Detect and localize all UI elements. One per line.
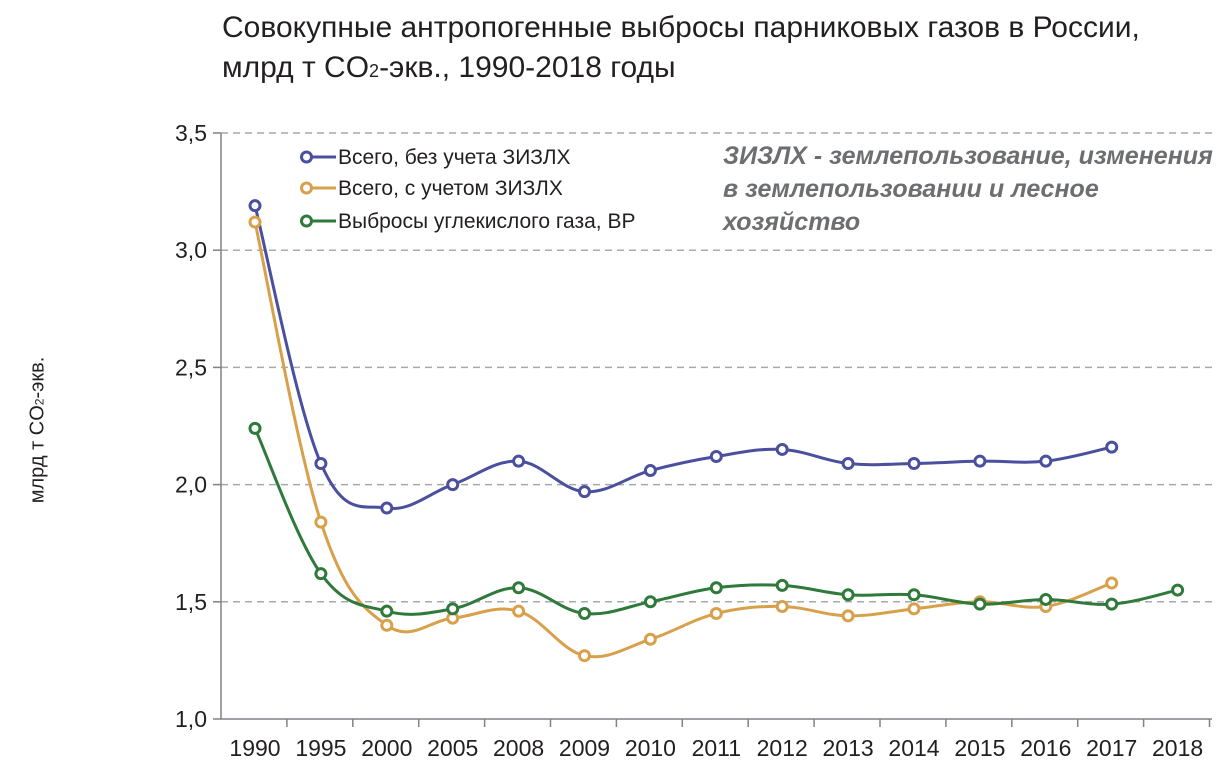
- y-tick-label: 1,5: [175, 589, 207, 615]
- series-1-point: [578, 485, 591, 499]
- y-tick-label: 3,5: [175, 120, 207, 146]
- abbreviation-note: ЗИЗЛХ - землепользование, изменения в зе…: [723, 142, 1213, 236]
- chart-title: Совокупные антропогенные выбросы парнико…: [222, 8, 1222, 91]
- legend-label-2: Всего, с учетом ЗИЗЛХ: [338, 177, 563, 200]
- series-2-point: [248, 215, 262, 229]
- series-2-point: [380, 618, 394, 632]
- series-2-point: [841, 609, 855, 623]
- series-3-point: [841, 588, 855, 602]
- series-2-point: [314, 515, 328, 529]
- legend-marker-1: [300, 150, 313, 164]
- series-1-point: [709, 449, 723, 463]
- x-tick-label: 2017: [1086, 735, 1137, 761]
- series-3-point: [709, 581, 723, 595]
- series-3-point: [314, 567, 328, 581]
- title-unit-pre: млрд т CO: [222, 51, 370, 84]
- y-tick-label: 1,0: [175, 706, 207, 732]
- series-3-point: [907, 588, 921, 602]
- x-tick-label: 2013: [823, 735, 874, 761]
- legend-label-1: Всего, без учета ЗИЗЛХ: [338, 146, 571, 169]
- x-tick-label: 2014: [888, 735, 939, 761]
- y-tick-label: 2,0: [175, 472, 207, 498]
- series-3-point: [973, 597, 987, 611]
- series-2-point: [709, 607, 723, 621]
- series-3-point: [1105, 597, 1119, 611]
- series-1-point: [380, 501, 394, 515]
- series-1-point: [775, 442, 789, 456]
- series-2-point: [775, 599, 789, 613]
- chart-title-line1: Совокупные антропогенные выбросы парнико…: [222, 11, 1140, 44]
- legend-marker-3: [300, 214, 313, 228]
- title-unit-post: -экв., 1990-2018 годы: [379, 51, 676, 84]
- x-tick-label: 1990: [229, 735, 280, 761]
- series-1-point: [314, 457, 328, 471]
- series-3-point: [1171, 583, 1185, 597]
- series-1-point: [512, 454, 526, 468]
- series-1-point: [643, 464, 657, 478]
- legend-label-3: Выбросы углекислого газа, BP: [338, 210, 635, 233]
- x-tick-label: 2015: [954, 735, 1005, 761]
- chart-title-line2: млрд т CO2-экв., 1990-2018 годы: [222, 48, 1222, 91]
- series-1-point: [907, 457, 921, 471]
- x-tick-label: 2005: [427, 735, 478, 761]
- x-tick-label: 2016: [1020, 735, 1071, 761]
- y-tick-label: 2,5: [175, 354, 207, 380]
- series-2-point: [578, 649, 591, 663]
- series-1-point: [1039, 454, 1053, 468]
- series-1-point: [1105, 440, 1119, 454]
- series-1-point: [973, 454, 987, 468]
- series-3-point: [446, 602, 460, 616]
- series-line-2: [253, 221, 1113, 659]
- series-2-point: [907, 602, 921, 616]
- series-3-point: [643, 595, 657, 609]
- title-unit-sub: 2: [369, 61, 380, 81]
- series-3-point: [380, 604, 394, 618]
- legend-marker-2: [300, 181, 313, 195]
- series-3-point: [512, 581, 526, 595]
- x-tick-label: 2011: [692, 735, 741, 761]
- x-tick-label: 2008: [493, 735, 544, 761]
- x-tick-label: 2000: [361, 735, 412, 761]
- x-tick-label: 1995: [295, 735, 346, 761]
- series-2-point: [1105, 576, 1119, 590]
- series-3-point: [248, 421, 262, 435]
- series-1-point: [841, 457, 855, 471]
- y-tick-label: 3,0: [175, 237, 207, 263]
- x-tick-label: 2010: [625, 735, 676, 761]
- series-1-point: [446, 478, 460, 492]
- series-2-point: [643, 632, 657, 646]
- x-tick-label: 2012: [757, 735, 808, 761]
- series-3-point: [775, 578, 789, 592]
- x-tick-label: 2018: [1152, 735, 1203, 761]
- series-1-point: [248, 199, 262, 213]
- series-2-point: [512, 604, 526, 618]
- series-3-point: [578, 607, 591, 621]
- series-3-point: [1039, 592, 1053, 606]
- x-tick-label: 2009: [559, 735, 610, 761]
